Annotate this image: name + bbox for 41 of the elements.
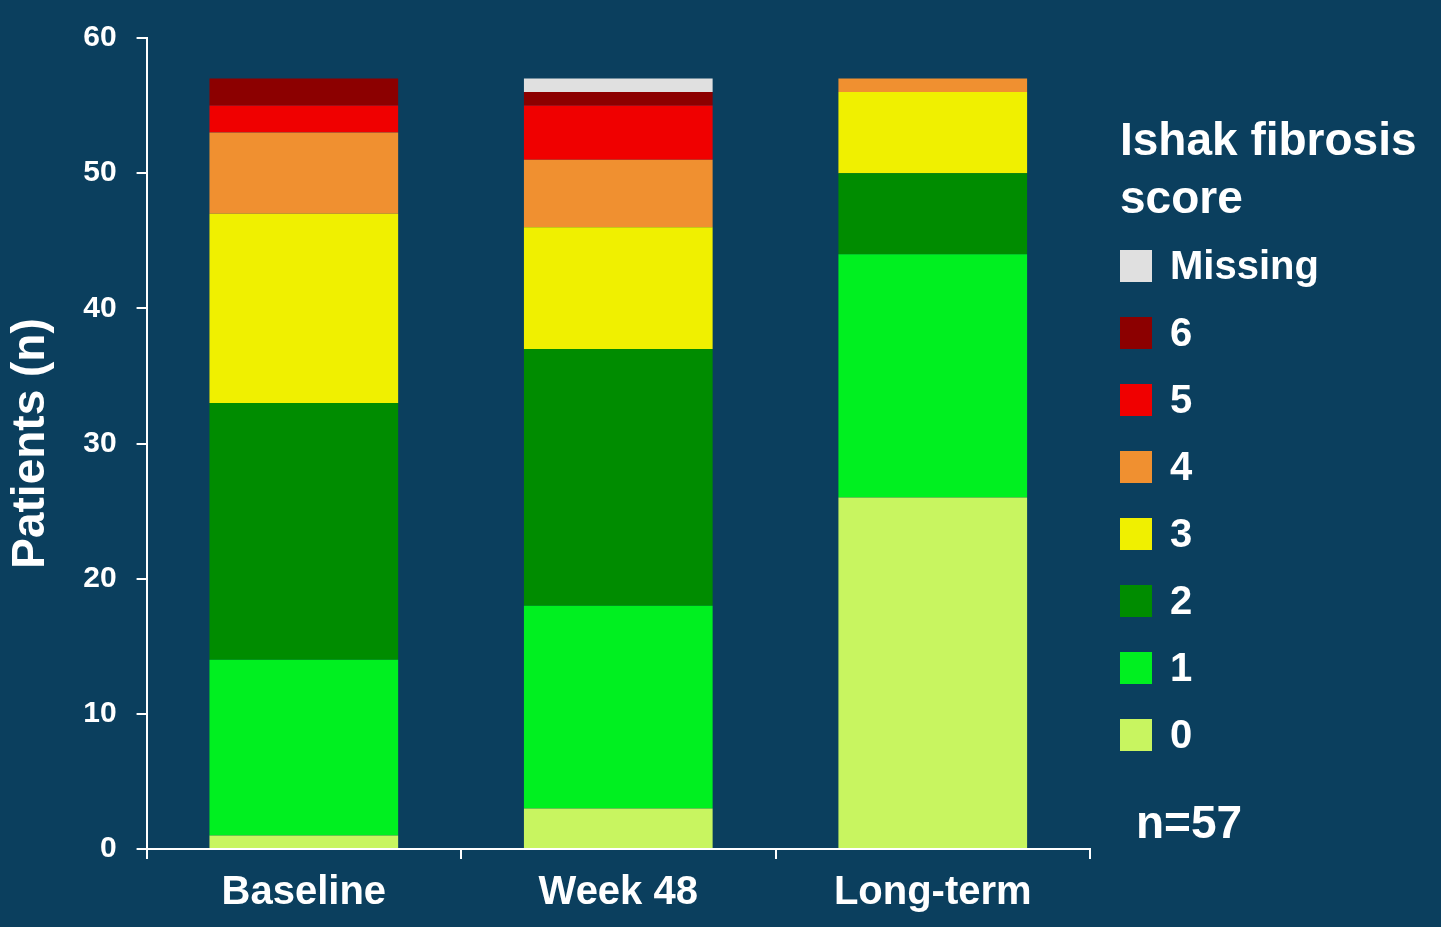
bar	[209, 132, 399, 214]
bar	[523, 605, 713, 809]
bar	[523, 227, 713, 349]
y-tick-label: 50	[83, 154, 117, 188]
bar	[209, 659, 399, 836]
legend-label: 1	[1170, 645, 1193, 690]
x-tick-label: Long-term	[833, 868, 1032, 913]
bar	[838, 92, 1028, 174]
bar	[523, 105, 713, 160]
legend-label: 4	[1170, 444, 1193, 489]
legend-label: Missing	[1170, 243, 1319, 288]
bar	[209, 402, 399, 660]
y-tick-label: 60	[83, 19, 117, 53]
y-tick-label: 10	[83, 695, 117, 729]
bar	[838, 78, 1028, 93]
bar	[523, 348, 713, 606]
bar	[523, 78, 713, 93]
legend-label: 3	[1170, 511, 1193, 556]
y-tick-label: 20	[83, 559, 117, 593]
legend-label: 6	[1170, 310, 1193, 355]
bar	[209, 835, 399, 848]
bar	[209, 78, 399, 106]
y-axis-title: Patients (n)	[2, 318, 55, 569]
bar	[523, 808, 713, 848]
x-tick-label: Week 48	[538, 868, 698, 913]
bar	[209, 213, 399, 403]
legend-title: Ishak fibrosis score	[1120, 112, 1418, 225]
bar	[838, 497, 1028, 848]
y-tick-label: 0	[99, 830, 117, 864]
bar	[523, 159, 713, 228]
y-tick-label: 40	[83, 289, 117, 323]
bar	[838, 254, 1028, 498]
legend-label: 5	[1170, 377, 1193, 422]
y-tick-label: 30	[83, 424, 117, 458]
legend-label: 0	[1170, 712, 1193, 757]
bar	[523, 92, 713, 106]
legend-label: 2	[1170, 578, 1193, 623]
text: n=57	[1136, 795, 1243, 849]
bar	[838, 173, 1028, 255]
x-tick-label: Baseline	[221, 868, 387, 913]
bar	[209, 105, 399, 133]
